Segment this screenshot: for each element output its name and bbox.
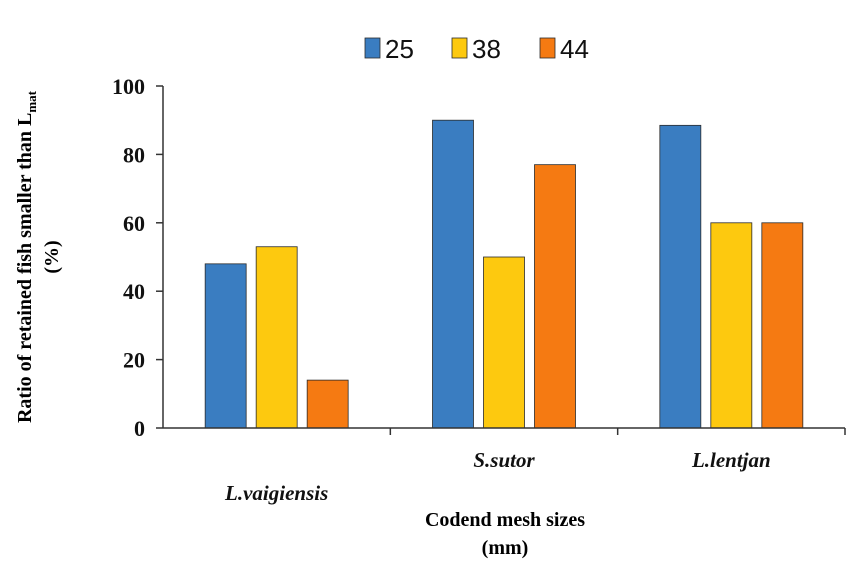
bar-L.lentjan-25 [659,124,702,429]
bar-S.sutor-25 [432,119,474,429]
bar-L.lentjan-44 [761,222,804,429]
y-tick-label: 20 [123,348,145,373]
bar-L.vaigiensis-38 [255,246,298,429]
bar-S.sutor-44 [534,164,576,429]
x-category-labels: L.vaigiensis S.sutor L.lentjan [224,428,846,505]
bar-L.lentjan-38 [710,222,753,429]
legend: 25 38 44 [364,34,589,64]
bar-L.vaigiensis-44 [306,379,349,429]
y-axis-title-line1: Ratio of retained fish smaller than Lmat [14,90,39,423]
y-axis-title-subscript: mat [24,90,39,112]
x-category-label: S.sutor [473,448,535,472]
y-axis-title-main: Ratio of retained fish smaller than L [14,113,36,423]
y-axis-title: Ratio of retained fish smaller than Lmat… [14,90,63,423]
x-category-label: L.vaigiensis [224,481,328,505]
legend-label-38: 38 [472,34,501,64]
legend-label-44: 44 [560,34,589,64]
legend-swatch-44 [539,37,556,59]
y-tick-label: 100 [112,74,145,99]
bar-S.sutor-38 [483,256,525,429]
y-axis-title-line2: (%) [41,240,63,273]
y-ticks: 0 20 40 60 80 100 [112,74,163,441]
axes [162,86,845,429]
x-axis-title-line2: (mm) [482,537,529,559]
x-category-label: L.lentjan [691,448,771,472]
y-tick-label: 40 [123,279,145,304]
y-tick-label: 80 [123,142,145,167]
legend-swatch-38 [451,37,468,59]
x-axis-title-line1: Codend mesh sizes [425,509,585,531]
y-tick-label: 0 [134,416,145,441]
bar-L.vaigiensis-25 [204,263,247,429]
legend-swatch-25 [364,37,381,59]
legend-label-25: 25 [385,34,414,64]
bars [204,119,804,429]
y-tick-label: 60 [123,211,145,236]
